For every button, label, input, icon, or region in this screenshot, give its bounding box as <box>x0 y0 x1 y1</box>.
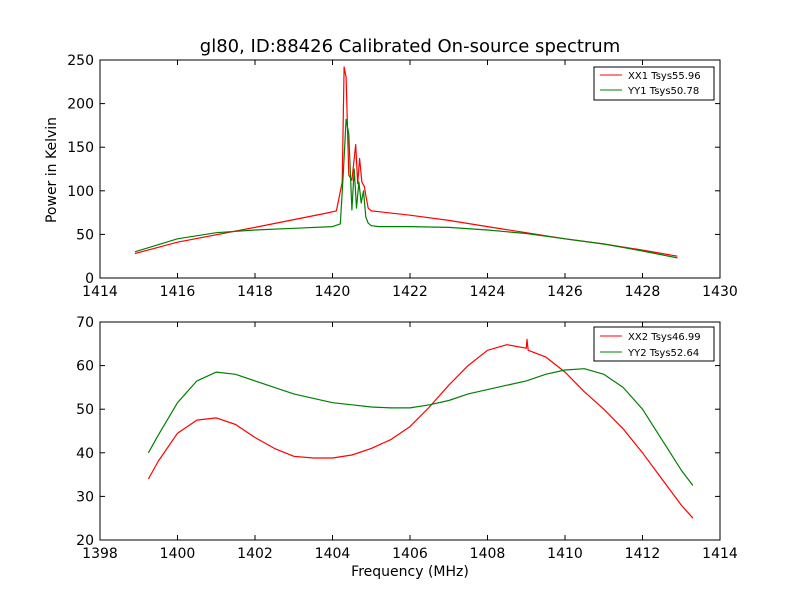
legend-label-yy1: YY1 Tsys50.78 <box>627 86 699 97</box>
x-tick-label: 1428 <box>625 284 661 300</box>
series-line-yy1 <box>134 118 678 259</box>
chart-bottom-legend-box <box>593 326 715 362</box>
chart-bottom-xlabel: Frequency (MHz) <box>351 564 469 580</box>
x-tick-label: 1408 <box>470 546 506 562</box>
y-tick-label: 150 <box>67 140 94 156</box>
x-tick-label: 1416 <box>160 284 196 300</box>
x-tick-label: 1398 <box>82 546 118 562</box>
chart-top-legend: XX1 Tsys55.96 YY1 Tsys50.78 <box>593 66 715 101</box>
x-tick-label: 1412 <box>625 546 661 562</box>
y-tick-label: 200 <box>67 97 94 113</box>
x-tick-label: 1414 <box>82 284 118 300</box>
x-tick-label: 1410 <box>547 546 583 562</box>
chart-bottom: Frequency (MHz) 1398 1400 1402 1404 1406 1408… <box>76 315 738 580</box>
y-tick-label: 20 <box>76 533 94 549</box>
x-tick-label: 1426 <box>547 284 583 300</box>
series-line-xx1 <box>134 66 678 257</box>
series-line-yy2 <box>147 368 694 486</box>
y-tick-label: 50 <box>76 402 94 418</box>
y-tick-label: 250 <box>67 53 94 69</box>
y-tick-label: 100 <box>67 184 94 200</box>
x-tick-label: 1418 <box>237 284 273 300</box>
legend-label-xx1: XX1 Tsys55.96 <box>628 71 701 82</box>
x-tick-label: 1402 <box>237 546 273 562</box>
chart-top-legend-box <box>593 66 715 101</box>
legend-label-xx2: XX2 Tsys46.99 <box>628 332 701 343</box>
chart-top-ticks: 1414 1416 1418 1420 1422 1424 1426 1428 1430 0 50 1… <box>67 53 738 300</box>
x-tick-label: 1424 <box>470 284 506 300</box>
x-tick-label: 1400 <box>160 546 196 562</box>
chart-bottom-legend: XX2 Tsys46.99 YY2 Tsys52.64 <box>593 326 715 362</box>
chart-top-series-layer <box>134 66 678 259</box>
series-line-xx2 <box>147 338 694 519</box>
chart-top-title: gl80, ID:88426 Calibrated On-source spec… <box>200 36 620 57</box>
x-tick-label: 1420 <box>315 284 351 300</box>
x-tick-label: 1430 <box>702 284 738 300</box>
y-tick-label: 30 <box>76 489 94 505</box>
x-tick-label: 1422 <box>392 284 428 300</box>
chart-bottom-series-layer <box>147 338 694 519</box>
y-tick-label: 0 <box>85 271 94 287</box>
x-tick-label: 1414 <box>702 546 738 562</box>
chart-bottom-ticks: 1398 1400 1402 1404 1406 1408 1410 1412 1414 20 30… <box>76 315 738 562</box>
x-tick-label: 1406 <box>392 546 428 562</box>
y-tick-label: 50 <box>76 227 94 243</box>
legend-label-yy2: YY2 Tsys52.64 <box>627 348 699 359</box>
y-tick-label: 60 <box>76 359 94 375</box>
chart-top-ylabel: Power in Kelvin <box>44 117 60 223</box>
y-tick-label: 40 <box>76 446 94 462</box>
chart-top: gl80, ID:88426 Calibrated On-source spec… <box>44 36 738 300</box>
x-tick-label: 1404 <box>315 546 351 562</box>
y-tick-label: 70 <box>76 315 94 331</box>
